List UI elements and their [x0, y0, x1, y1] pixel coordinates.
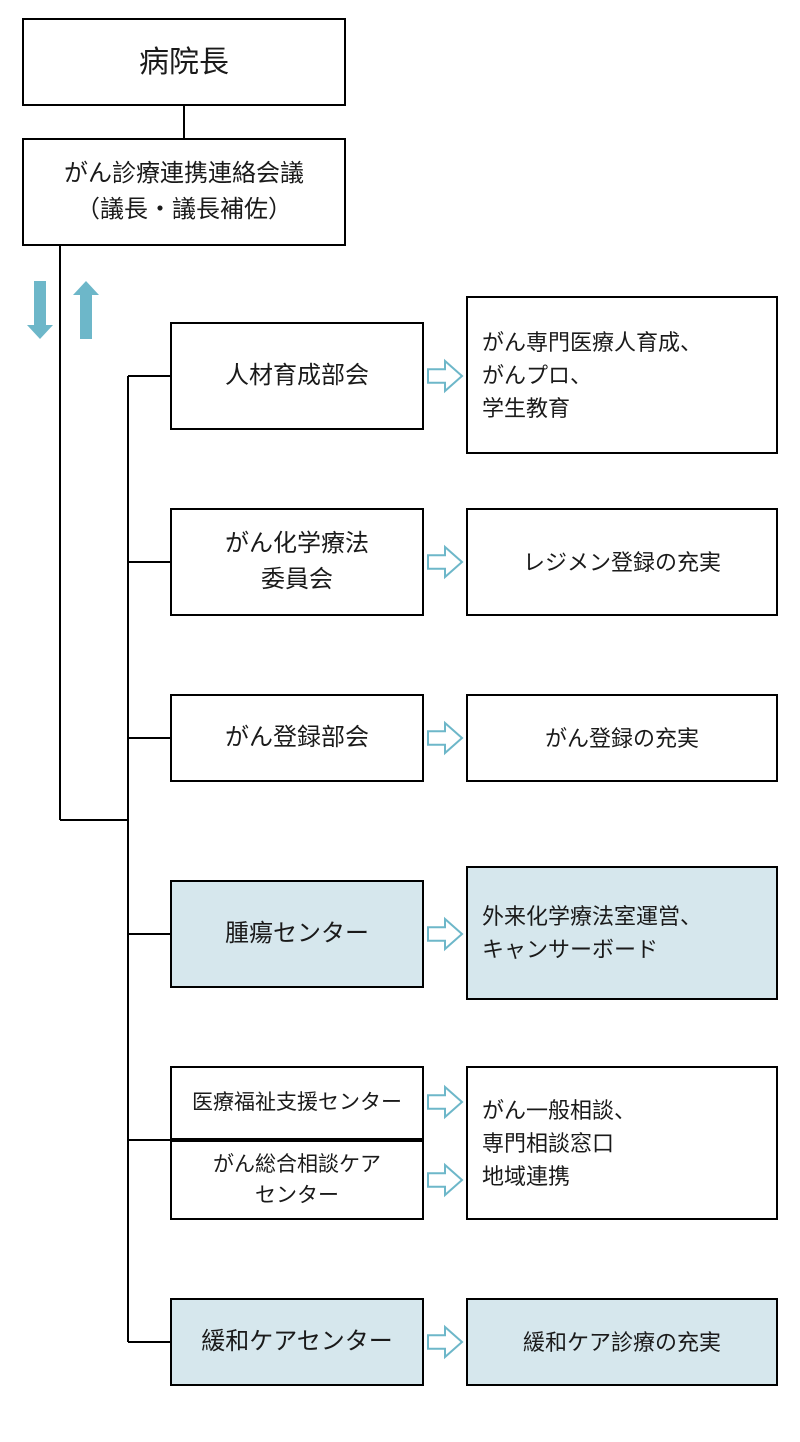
arrow-right-icon	[428, 919, 462, 949]
node-chemotherapy: がん化学療法 委員会	[170, 508, 424, 616]
node-palliative-out: 緩和ケア診療の充実	[466, 1298, 778, 1386]
arrow-right-icon	[428, 723, 462, 753]
arrow-right-icon	[428, 1327, 462, 1357]
node-tumor-center: 腫瘍センター	[170, 880, 424, 988]
node-consultation-out: がん一般相談、 専門相談窓口 地域連携	[466, 1066, 778, 1220]
node-tumor-center-out: 外来化学療法室運営、 キャンサーボード	[466, 866, 778, 1000]
arrow-right-icon	[428, 547, 462, 577]
node-chemotherapy-out: レジメン登録の充実	[466, 508, 778, 616]
node-registry-out: がん登録の充実	[466, 694, 778, 782]
arrow-right-icon	[428, 1165, 462, 1195]
node-director: 病院長	[22, 18, 346, 106]
node-council: がん診療連携連絡会議 （議長・議長補佐）	[22, 138, 346, 246]
node-hr-development-out: がん専門医療人育成、 がんプロ、 学生教育	[466, 296, 778, 454]
node-registry: がん登録部会	[170, 694, 424, 782]
node-care-center: がん総合相談ケア センター	[170, 1140, 424, 1220]
arrow-right-icon	[428, 361, 462, 391]
arrow-down-icon	[27, 281, 53, 339]
arrow-up-icon	[73, 281, 99, 339]
node-welfare-center: 医療福祉支援センター	[170, 1066, 424, 1140]
node-hr-development: 人材育成部会	[170, 322, 424, 430]
arrow-right-icon	[428, 1087, 462, 1117]
node-palliative: 緩和ケアセンター	[170, 1298, 424, 1386]
